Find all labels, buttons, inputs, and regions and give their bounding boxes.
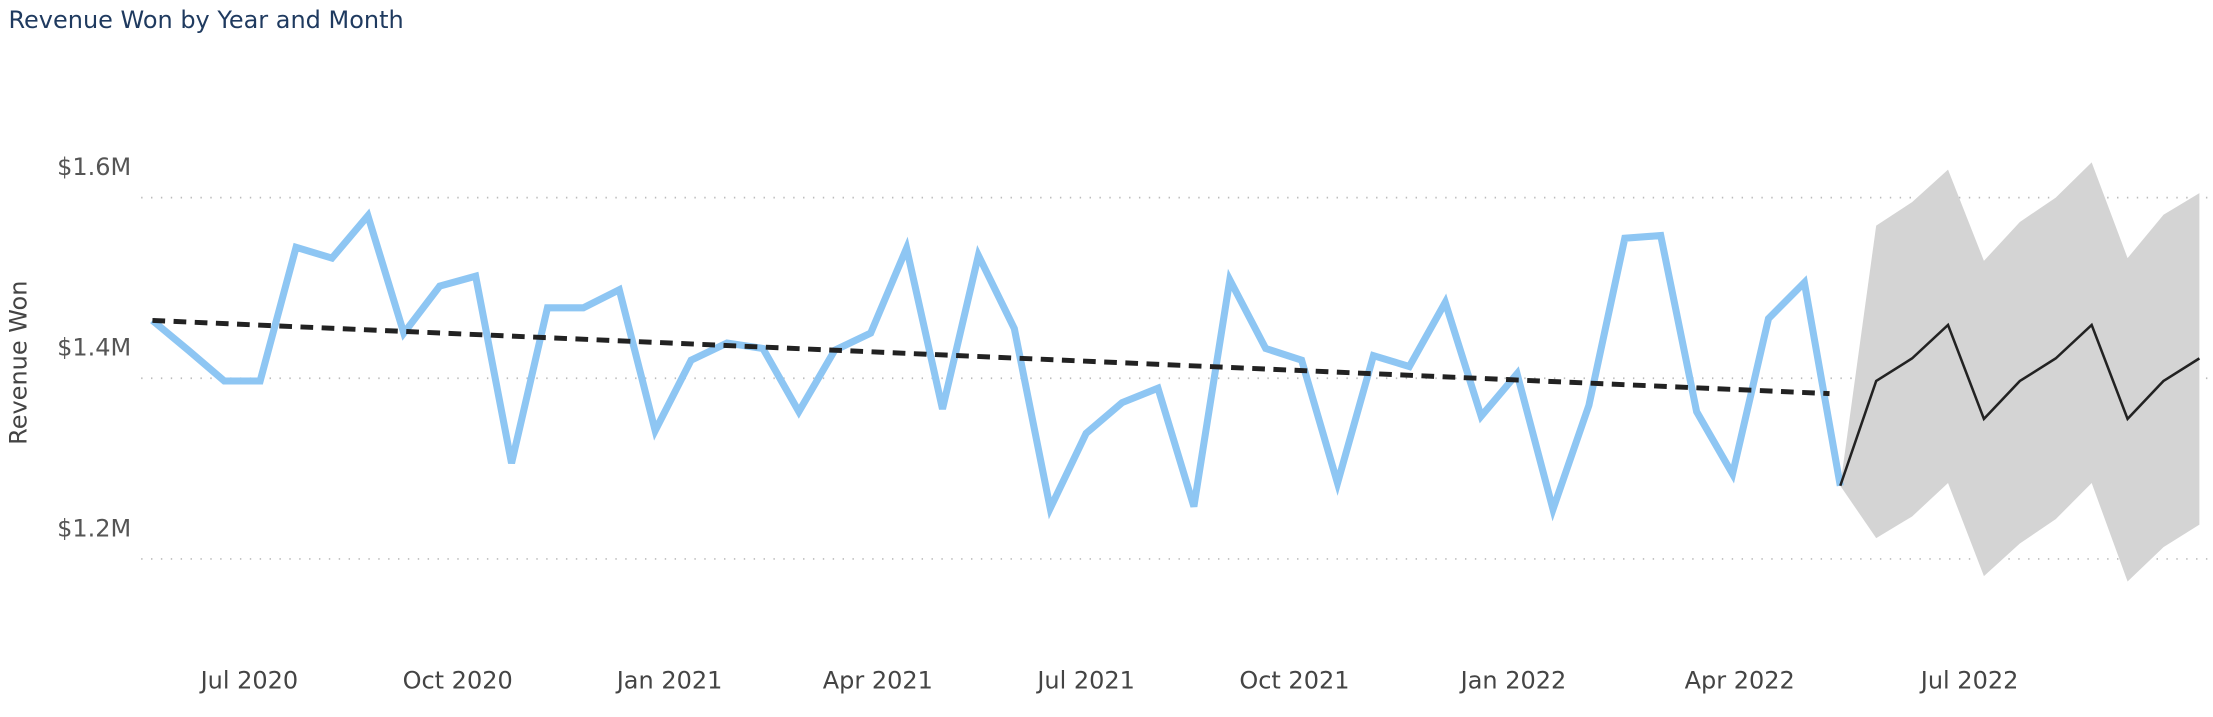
x-tick-label: Jul 2020 <box>199 667 299 695</box>
trend-line <box>152 317 1830 397</box>
y-tick-label: $1.4M <box>57 334 131 362</box>
chart-title: Revenue Won by Year and Month <box>8 6 403 34</box>
x-tick-label: Apr 2022 <box>1685 667 1795 695</box>
y-tick-label: $1.2M <box>57 514 131 542</box>
x-tick-label: Jul 2021 <box>1035 667 1135 695</box>
y-axis-label: Revenue Won <box>5 281 33 445</box>
actual-line <box>150 208 1844 522</box>
x-tick-label: Jan 2021 <box>615 667 723 695</box>
x-tick-label: Oct 2020 <box>403 667 513 695</box>
forecast-band <box>1840 162 2200 582</box>
x-tick-label: Jan 2022 <box>1459 667 1567 695</box>
y-tick-label: $1.6M <box>57 153 131 181</box>
x-tick-label: Jul 2022 <box>1919 667 2019 695</box>
x-tick-label: Oct 2021 <box>1239 667 1349 695</box>
forecast-line <box>1839 322 2201 487</box>
x-tick-label: Apr 2021 <box>823 667 933 695</box>
